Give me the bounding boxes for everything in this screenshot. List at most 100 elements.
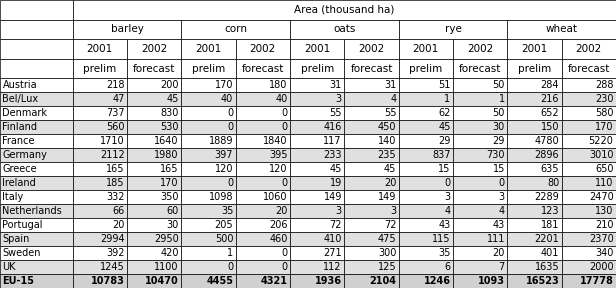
Text: prelim: prelim: [83, 64, 116, 73]
Bar: [399, 106, 453, 120]
Bar: [453, 78, 508, 92]
Bar: [127, 120, 181, 134]
Bar: [236, 106, 290, 120]
Text: 0: 0: [227, 108, 233, 118]
Bar: [181, 120, 236, 134]
Text: 4455: 4455: [206, 276, 233, 286]
Bar: [453, 260, 508, 274]
Bar: [236, 218, 290, 232]
Text: 2370: 2370: [589, 234, 614, 244]
Text: 29: 29: [493, 136, 505, 146]
Bar: [0, 274, 73, 288]
Bar: [453, 190, 508, 204]
Text: 31: 31: [384, 80, 396, 90]
Bar: [344, 120, 399, 134]
Bar: [344, 246, 399, 260]
Text: 392: 392: [106, 248, 124, 258]
Text: 580: 580: [595, 108, 614, 118]
Bar: [508, 218, 562, 232]
Text: 62: 62: [438, 108, 450, 118]
Text: 10783: 10783: [91, 276, 124, 286]
Bar: [508, 106, 562, 120]
Text: 420: 420: [160, 248, 179, 258]
Text: 0: 0: [227, 178, 233, 188]
Text: 3: 3: [444, 192, 450, 202]
Bar: [290, 134, 344, 148]
Bar: [562, 59, 616, 78]
Text: Austria: Austria: [2, 80, 37, 90]
Text: 230: 230: [595, 94, 614, 104]
Bar: [399, 260, 453, 274]
Bar: [344, 274, 399, 288]
Bar: [236, 190, 290, 204]
Bar: [73, 20, 181, 39]
Text: 72: 72: [384, 220, 396, 230]
Text: 35: 35: [221, 206, 233, 216]
Text: 475: 475: [378, 234, 396, 244]
Text: 111: 111: [487, 234, 505, 244]
Text: 0: 0: [227, 262, 233, 272]
Bar: [127, 59, 181, 78]
Bar: [453, 162, 508, 176]
Text: 180: 180: [269, 80, 288, 90]
Text: 112: 112: [323, 262, 342, 272]
Bar: [508, 92, 562, 106]
Bar: [73, 39, 127, 59]
Bar: [181, 106, 236, 120]
Text: 1060: 1060: [263, 192, 288, 202]
Bar: [562, 120, 616, 134]
Bar: [508, 274, 562, 288]
Bar: [127, 190, 181, 204]
Bar: [399, 92, 453, 106]
Bar: [0, 246, 73, 260]
Bar: [127, 176, 181, 190]
Text: 115: 115: [432, 234, 450, 244]
Text: 120: 120: [269, 164, 288, 174]
Text: 1936: 1936: [315, 276, 342, 286]
Bar: [0, 204, 73, 218]
Bar: [73, 78, 127, 92]
Text: 737: 737: [106, 108, 124, 118]
Bar: [562, 260, 616, 274]
Text: 60: 60: [167, 206, 179, 216]
Bar: [453, 204, 508, 218]
Bar: [453, 92, 508, 106]
Text: 2002: 2002: [141, 44, 168, 54]
Bar: [0, 106, 73, 120]
Bar: [344, 78, 399, 92]
Bar: [508, 162, 562, 176]
Text: 149: 149: [378, 192, 396, 202]
Bar: [508, 232, 562, 246]
Bar: [562, 246, 616, 260]
Text: forecast: forecast: [459, 64, 501, 73]
Bar: [181, 190, 236, 204]
Bar: [453, 106, 508, 120]
Bar: [399, 176, 453, 190]
Bar: [344, 190, 399, 204]
Text: Netherlands: Netherlands: [2, 206, 62, 216]
Bar: [344, 218, 399, 232]
Text: 3: 3: [336, 94, 342, 104]
Bar: [181, 78, 236, 92]
Bar: [0, 162, 73, 176]
Text: Area (thousand ha): Area (thousand ha): [294, 5, 394, 15]
Bar: [453, 176, 508, 190]
Text: 170: 170: [595, 122, 614, 132]
Text: 4: 4: [390, 94, 396, 104]
Text: EU-15: EU-15: [2, 276, 34, 286]
Bar: [73, 260, 127, 274]
Bar: [508, 20, 616, 39]
Text: 43: 43: [439, 220, 450, 230]
Bar: [127, 246, 181, 260]
Text: 170: 170: [160, 178, 179, 188]
Bar: [290, 232, 344, 246]
Text: 72: 72: [330, 220, 342, 230]
Text: 730: 730: [487, 150, 505, 160]
Text: 3: 3: [499, 192, 505, 202]
Text: forecast: forecast: [133, 64, 176, 73]
Text: 1: 1: [444, 94, 450, 104]
Bar: [181, 246, 236, 260]
Text: 4780: 4780: [535, 136, 559, 146]
Bar: [344, 39, 399, 59]
Text: 125: 125: [378, 262, 396, 272]
